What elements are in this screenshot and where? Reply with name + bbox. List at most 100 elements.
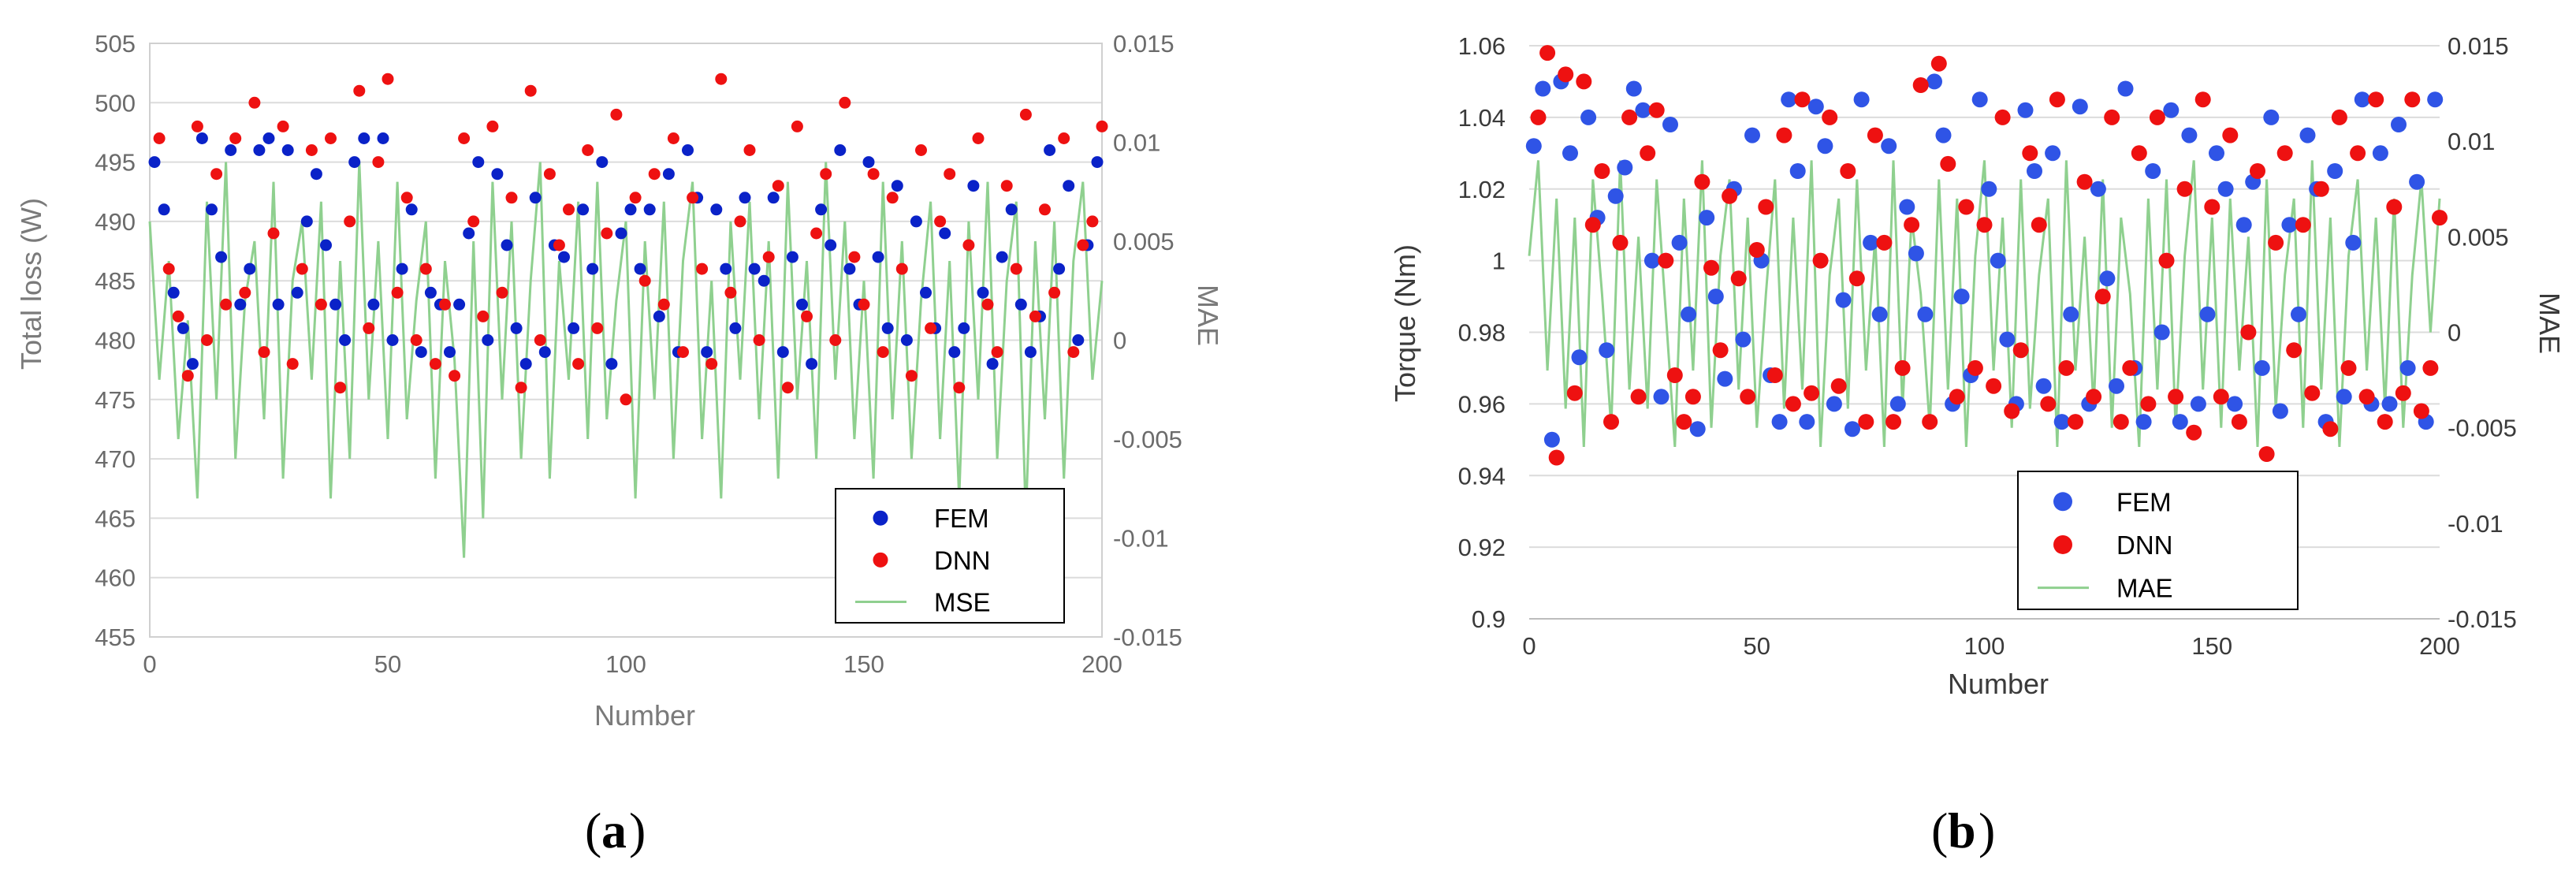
panel-a-dnn-point: [610, 108, 623, 121]
svg-text:(: (: [585, 802, 601, 858]
panel-a-dnn-point: [267, 227, 280, 240]
panel-b-dnn-point: [2422, 359, 2439, 376]
panel-b-dnn-point: [1904, 217, 1920, 233]
panel-b-dnn-point: [2049, 91, 2065, 108]
panel-b-fem-point: [1671, 234, 1688, 251]
svg-text:(: (: [1931, 802, 1948, 858]
panel-b-dnn-point: [2386, 199, 2403, 215]
panel-b-fem-point: [2263, 109, 2280, 125]
panel-a-xtick: 150: [843, 650, 884, 678]
panel-a-letter: a: [601, 802, 627, 858]
panel-b-legend-marker: [2053, 492, 2072, 512]
panel-b-ytick: 0.98: [1458, 319, 1506, 347]
panel-b-fem-point: [2299, 127, 2316, 143]
panel-b-dnn-point: [2122, 359, 2139, 376]
panel-b-fem-point: [1625, 80, 1642, 97]
panel-a-dnn-point: [419, 262, 432, 275]
panel-a-ytick: 475: [95, 386, 136, 414]
panel-a-fem-point: [253, 144, 266, 156]
panel-a-fem-point: [958, 322, 970, 334]
panel-b-ytick: 1.06: [1458, 32, 1506, 60]
panel-a-fem-point: [710, 203, 723, 216]
panel-a-dnn-point: [734, 215, 746, 228]
panel-a-dnn-point: [848, 251, 861, 263]
panel-a-dnn-point: [1010, 262, 1022, 275]
panel-b-fem-point: [2099, 270, 2116, 287]
panel-a-fem-point: [262, 132, 275, 144]
panel-b-dnn-point: [2250, 163, 2265, 179]
panel-b-fem-point: [2345, 234, 2362, 251]
panel-b-dnn-point: [2404, 91, 2421, 108]
panel-b-fem-point: [1744, 127, 1760, 143]
panel-a-dnn-point: [810, 227, 823, 240]
panel-a-y2tick: -0.015: [1113, 624, 1182, 651]
panel-b-fem-point: [1635, 102, 1651, 118]
panel-a-fem-point: [758, 274, 770, 287]
panel-a-dnn-point: [210, 168, 223, 181]
panel-b-dnn-point: [2358, 389, 2375, 405]
panel-a-xtick: 0: [143, 650, 156, 678]
panel-b-dnn-point: [1640, 145, 1656, 162]
panel-b-dnn-point: [2194, 91, 2211, 108]
panel-b-dnn-point: [2058, 359, 2075, 376]
panel-a-xlabel: Number: [594, 699, 695, 732]
panel-b-dnn-point: [2131, 145, 2147, 162]
panel-a-fem-point: [643, 203, 656, 216]
panel-a-fem-point: [1044, 144, 1056, 156]
panel-a-legend-label: DNN: [934, 545, 991, 575]
panel-a-fem-point: [538, 346, 551, 359]
panel-a-fem-point: [186, 358, 199, 370]
panel-a-fem-point: [300, 215, 313, 228]
panel-b-fem-point: [2399, 359, 2416, 376]
panel-b-dnn-point: [1612, 234, 1629, 251]
panel-b-fem-point: [1799, 414, 1815, 430]
panel-a-dnn-point: [1019, 108, 1032, 121]
panel-a-legend: FEM DNN MSE: [835, 488, 1065, 624]
panel-a-dnn-point: [820, 168, 832, 181]
panel-b-fem-point: [1707, 289, 1724, 305]
panel-a-fem-point: [767, 192, 780, 204]
panel-b-dnn-point: [2295, 217, 2311, 233]
panel-b-dnn-point: [1885, 414, 1901, 430]
panel-a-fem-point: [615, 227, 627, 240]
panel-a-dnn-point: [277, 120, 289, 132]
panel-a-dnn-point: [753, 334, 765, 346]
panel-a-dnn-point: [382, 73, 394, 85]
panel-a-ytick: 480: [95, 327, 136, 355]
panel-b-dnn-point: [2186, 424, 2202, 441]
panel-a-legend-box: [835, 488, 1065, 624]
panel-a-fem-point: [939, 227, 951, 240]
panel-a-dnn-point: [867, 168, 880, 181]
panel-b-dnn-point: [1539, 45, 1556, 61]
panel-a-fem-point: [244, 262, 256, 275]
panel-b-fem-point: [2090, 181, 2106, 197]
panel-a-fem-point: [272, 298, 285, 311]
panel-a-fem-point: [825, 239, 837, 251]
panel-a-dnn-point: [153, 132, 166, 144]
panel-b-ytick: 0.92: [1458, 534, 1506, 561]
panel-a-fem-point: [195, 132, 208, 144]
panel-b-dnn-point: [2231, 414, 2247, 430]
panel-a-dnn-point: [772, 180, 784, 192]
panel-b-dnn-point: [2286, 342, 2302, 359]
panel-a-fem-point: [320, 239, 332, 251]
panel-b-dnn-point: [2258, 446, 2275, 462]
panel-b-dnn-point: [1703, 259, 1719, 276]
panel-a-fem-point: [377, 132, 389, 144]
panel-b: 0.9 0.92 0.94 0.96 0.98 1 1.02 1.04 1.06 -0.015 -0…: [1458, 32, 2517, 660]
panel-b-legend-label: DNN: [2116, 531, 2173, 560]
panel-a-dnn-point: [839, 96, 851, 109]
panel-a-ytick: 495: [95, 149, 136, 177]
panel-a-fem-point: [367, 298, 380, 311]
panel-b-fem-point: [2235, 217, 2252, 233]
panel-a-fem-point: [948, 346, 961, 359]
panel-b-y2tick: 0.005: [2448, 223, 2509, 251]
panel-a-dnn-point: [353, 84, 366, 97]
panel-a-dnn-point: [315, 298, 327, 311]
panel-a-dnn-point: [981, 298, 994, 311]
panel-a-dnn-point: [1000, 180, 1013, 192]
panel-b-fem-point: [1871, 306, 1888, 322]
panel-a-dnn-point: [1058, 132, 1070, 144]
panel-b-dnn-point: [1766, 367, 1783, 383]
panel-b-dnn-point: [2350, 145, 2366, 162]
